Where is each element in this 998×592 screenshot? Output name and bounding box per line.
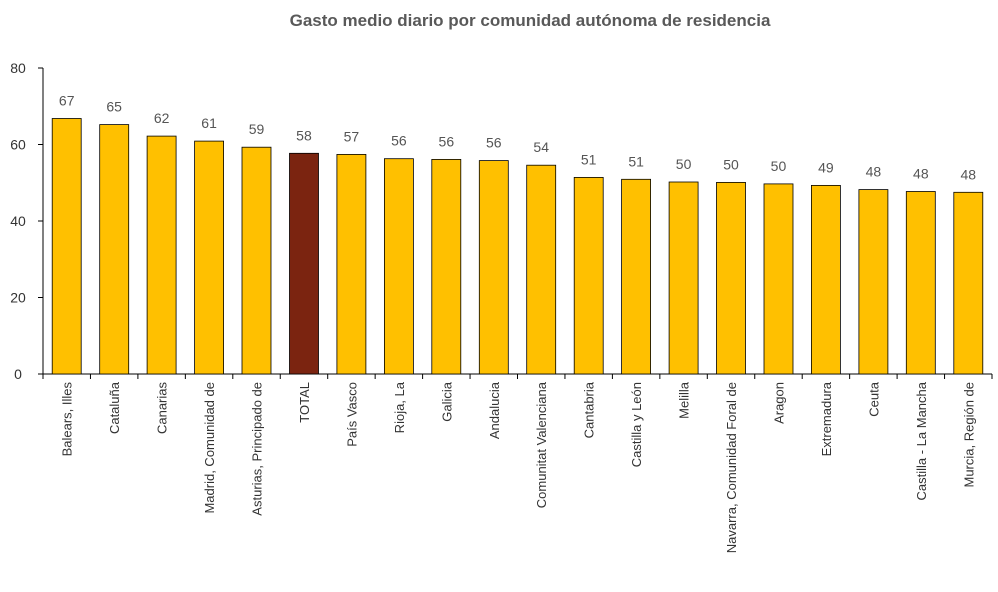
data-label: 51	[628, 153, 644, 169]
data-label: 48	[913, 166, 929, 182]
x-tick-label: Balears, Illes	[60, 382, 75, 457]
bar	[858, 189, 889, 375]
data-label: 50	[771, 158, 787, 174]
data-label: 50	[723, 156, 739, 172]
y-tick-label: 40	[10, 213, 26, 229]
data-label: 61	[201, 115, 217, 131]
bar	[763, 183, 794, 375]
bar	[668, 181, 699, 375]
data-label: 56	[391, 133, 407, 149]
bar	[289, 152, 319, 375]
bar	[431, 158, 462, 375]
bar	[99, 124, 130, 375]
data-label: 48	[866, 164, 882, 180]
x-tick-label: Extremadura	[819, 381, 834, 456]
x-tick-label: Galicia	[439, 381, 454, 422]
data-label: 62	[154, 110, 170, 126]
x-tick-label: Castilla - La Mancha	[914, 381, 929, 500]
bar	[573, 176, 604, 375]
x-tick-label: Navarra, Comunidad Foral de	[724, 382, 739, 553]
data-label: 58	[296, 127, 312, 143]
x-tick-label: Murcia, Región de	[961, 382, 976, 488]
x-tick-label: TOTAL	[297, 382, 312, 423]
x-tick-label: Andalucia	[487, 381, 502, 439]
data-label: 49	[818, 159, 834, 175]
x-tick-label: País Vasco	[344, 382, 359, 447]
bar	[953, 191, 984, 375]
x-tick-label: Madrid, Comunidad de	[202, 382, 217, 514]
x-tick-label: Cantabria	[582, 381, 597, 438]
bar	[383, 158, 414, 375]
bar	[194, 140, 225, 375]
bar	[811, 184, 841, 375]
x-tick-label: Ceuta	[866, 381, 881, 416]
data-label: 50	[676, 156, 692, 172]
bar	[526, 164, 557, 375]
y-tick-label: 80	[10, 60, 26, 76]
bar	[716, 181, 746, 375]
y-tick-label: 20	[10, 290, 26, 306]
x-tick-label: Asturias, Principado de	[250, 382, 265, 516]
data-label: 56	[439, 133, 455, 149]
chart-title: Gasto medio diario por comunidad autónom…	[290, 11, 771, 30]
x-tick-label: Rioja, La	[392, 381, 407, 433]
x-tick-label: Cataluña	[107, 381, 122, 434]
x-tick-label: Melilla	[677, 381, 692, 419]
bar	[146, 135, 177, 375]
x-tick-label: Aragon	[772, 382, 787, 424]
data-label: 48	[960, 166, 976, 182]
bar	[336, 153, 367, 375]
bar	[478, 160, 509, 375]
plot-area: 0 20 40 60 80 67 Balears, Illes 65 Cataluña 62 Can…	[10, 60, 993, 553]
bar	[905, 191, 936, 375]
data-label: 51	[581, 151, 597, 167]
y-tick-label: 0	[14, 366, 22, 382]
data-label: 54	[533, 139, 549, 155]
bar	[241, 146, 272, 375]
x-tick-label: Comunitat Valenciana	[534, 381, 549, 508]
data-label: 56	[486, 135, 502, 151]
data-label: 59	[249, 121, 265, 137]
data-label: 65	[106, 99, 122, 115]
bar	[621, 178, 651, 375]
x-tick-label: Canarias	[155, 382, 170, 435]
bar	[51, 118, 82, 375]
y-tick-label: 60	[10, 137, 26, 153]
x-tick-label: Castilla y León	[629, 382, 644, 467]
data-label: 57	[344, 128, 360, 144]
data-label: 67	[59, 93, 75, 109]
